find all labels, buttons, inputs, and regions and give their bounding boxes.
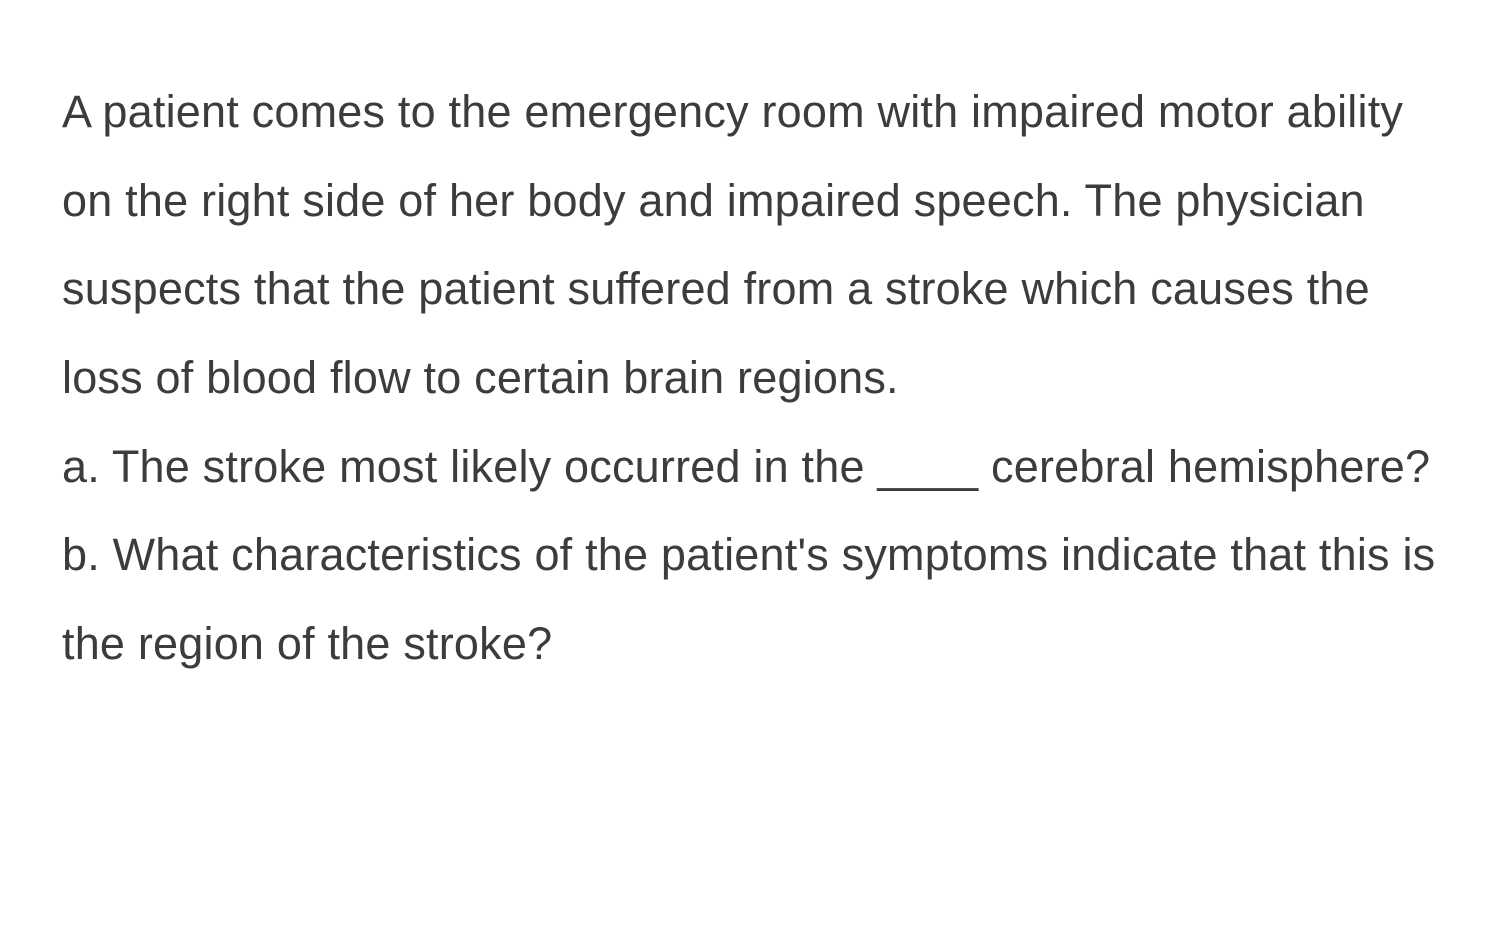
question-stem: A patient comes to the emergency room wi… (62, 68, 1440, 423)
question-part-b: b. What characteristics of the patient's… (62, 511, 1440, 688)
question-part-a: a. The stroke most likely occurred in th… (62, 423, 1440, 512)
question-page: A patient comes to the emergency room wi… (0, 0, 1500, 952)
